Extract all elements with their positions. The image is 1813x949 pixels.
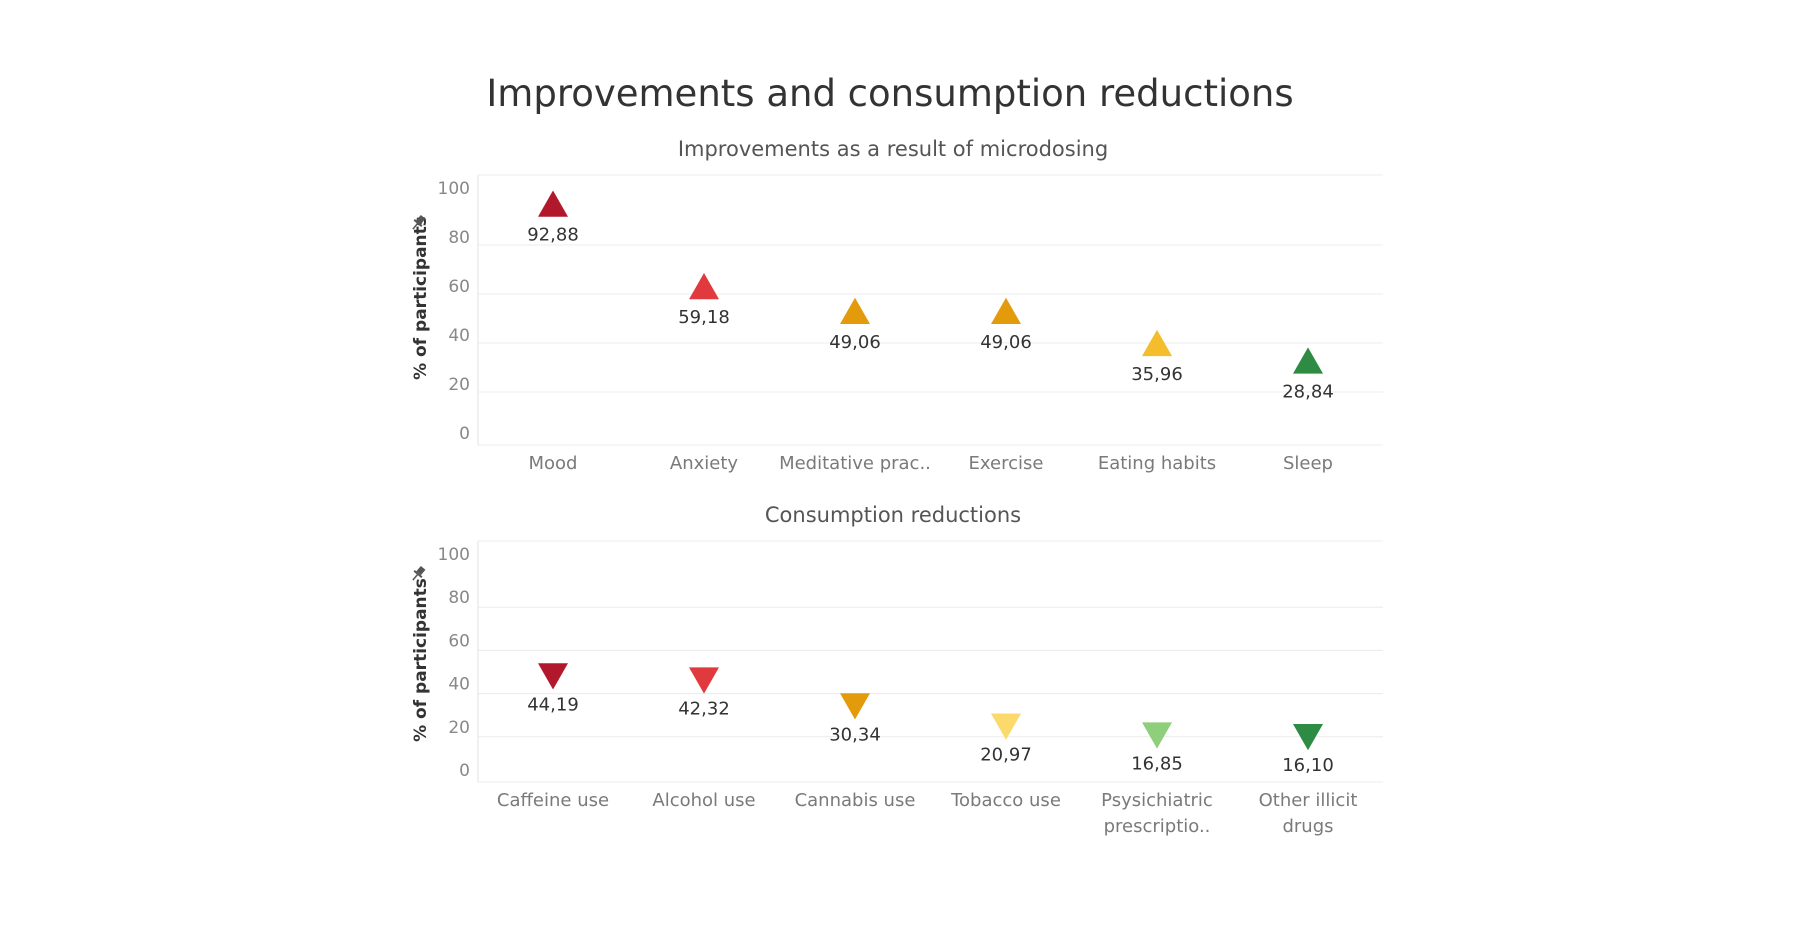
x-tick-label: Meditative prac.. bbox=[779, 453, 931, 474]
data-label: 44,19 bbox=[527, 695, 579, 716]
marker-other-illicit-drugs[interactable] bbox=[1293, 723, 1323, 751]
y-tick-label: 80 bbox=[448, 588, 470, 608]
y-tick-label: 40 bbox=[448, 675, 470, 695]
x-tick-label: Tobacco use bbox=[950, 790, 1061, 811]
data-label: 49,06 bbox=[980, 332, 1032, 353]
chart-subtitle: Consumption reductions bbox=[765, 503, 1021, 527]
y-tick-label: 40 bbox=[448, 326, 470, 346]
y-axis-label: % of participants bbox=[411, 216, 431, 380]
data-label: 42,32 bbox=[678, 699, 730, 720]
y-tick-label: 100 bbox=[438, 545, 470, 565]
marker-caffeine-use[interactable] bbox=[538, 663, 568, 690]
y-tick-label: 0 bbox=[459, 424, 470, 444]
x-tick-label: Mood bbox=[529, 453, 578, 474]
marker-sleep[interactable] bbox=[1293, 347, 1323, 374]
pin-icon[interactable] bbox=[409, 565, 427, 584]
y-tick-label: 20 bbox=[448, 718, 470, 738]
chart-panel-1: Improvements as a result of microdosing 0… bbox=[409, 137, 1383, 474]
x-tick-label: Cannabis use bbox=[795, 790, 916, 811]
marker-exercise[interactable] bbox=[991, 297, 1021, 325]
data-label: 49,06 bbox=[829, 332, 881, 353]
y-tick-label: 100 bbox=[438, 179, 470, 199]
page-title: Improvements and consumption reductions bbox=[486, 72, 1293, 115]
x-tick-label: Exercise bbox=[969, 453, 1044, 474]
marker-alcohol-use[interactable] bbox=[689, 667, 719, 694]
data-label: 35,96 bbox=[1131, 364, 1183, 385]
x-tick-label: Sleep bbox=[1283, 453, 1333, 474]
x-tick-label: Anxiety bbox=[670, 453, 739, 474]
x-tick-label: Eating habits bbox=[1098, 453, 1216, 474]
data-label: 16,10 bbox=[1282, 755, 1334, 776]
data-label: 16,85 bbox=[1131, 754, 1183, 775]
x-tick-label: Alcohol use bbox=[652, 790, 755, 811]
chart-panel-2: Consumption reductions 0 20 40 60 80 100 % of p… bbox=[409, 503, 1383, 837]
y-tick-label: 60 bbox=[448, 631, 470, 651]
data-label: 92,88 bbox=[527, 224, 579, 245]
chart-subtitle: Improvements as a result of microdosing bbox=[678, 137, 1108, 161]
marker-tobacco-use[interactable] bbox=[991, 713, 1021, 740]
pin-icon[interactable] bbox=[409, 214, 427, 233]
y-tick-label: 20 bbox=[448, 375, 470, 395]
y-axis-label: % of participants bbox=[411, 578, 431, 742]
y-tick-label: 80 bbox=[448, 228, 470, 248]
data-label: 30,34 bbox=[829, 724, 881, 745]
marker-psysichiatric-prescriptio-[interactable] bbox=[1142, 722, 1172, 749]
data-label: 20,97 bbox=[980, 745, 1032, 766]
x-tick-label: Other illicit drugs bbox=[1259, 790, 1358, 837]
y-tick-label: 60 bbox=[448, 277, 470, 297]
marker-meditative-prac-[interactable] bbox=[840, 297, 870, 325]
data-label: 59,18 bbox=[678, 307, 730, 328]
x-tick-label: Psysichiatric prescriptio.. bbox=[1101, 790, 1213, 837]
marker-cannabis-use[interactable] bbox=[840, 693, 870, 720]
marker-mood[interactable] bbox=[538, 190, 568, 217]
y-tick-label: 0 bbox=[459, 761, 470, 781]
marker-anxiety[interactable] bbox=[689, 273, 719, 300]
x-tick-label: Caffeine use bbox=[497, 790, 609, 811]
data-label: 28,84 bbox=[1282, 381, 1334, 402]
marker-eating-habits[interactable] bbox=[1142, 329, 1172, 357]
